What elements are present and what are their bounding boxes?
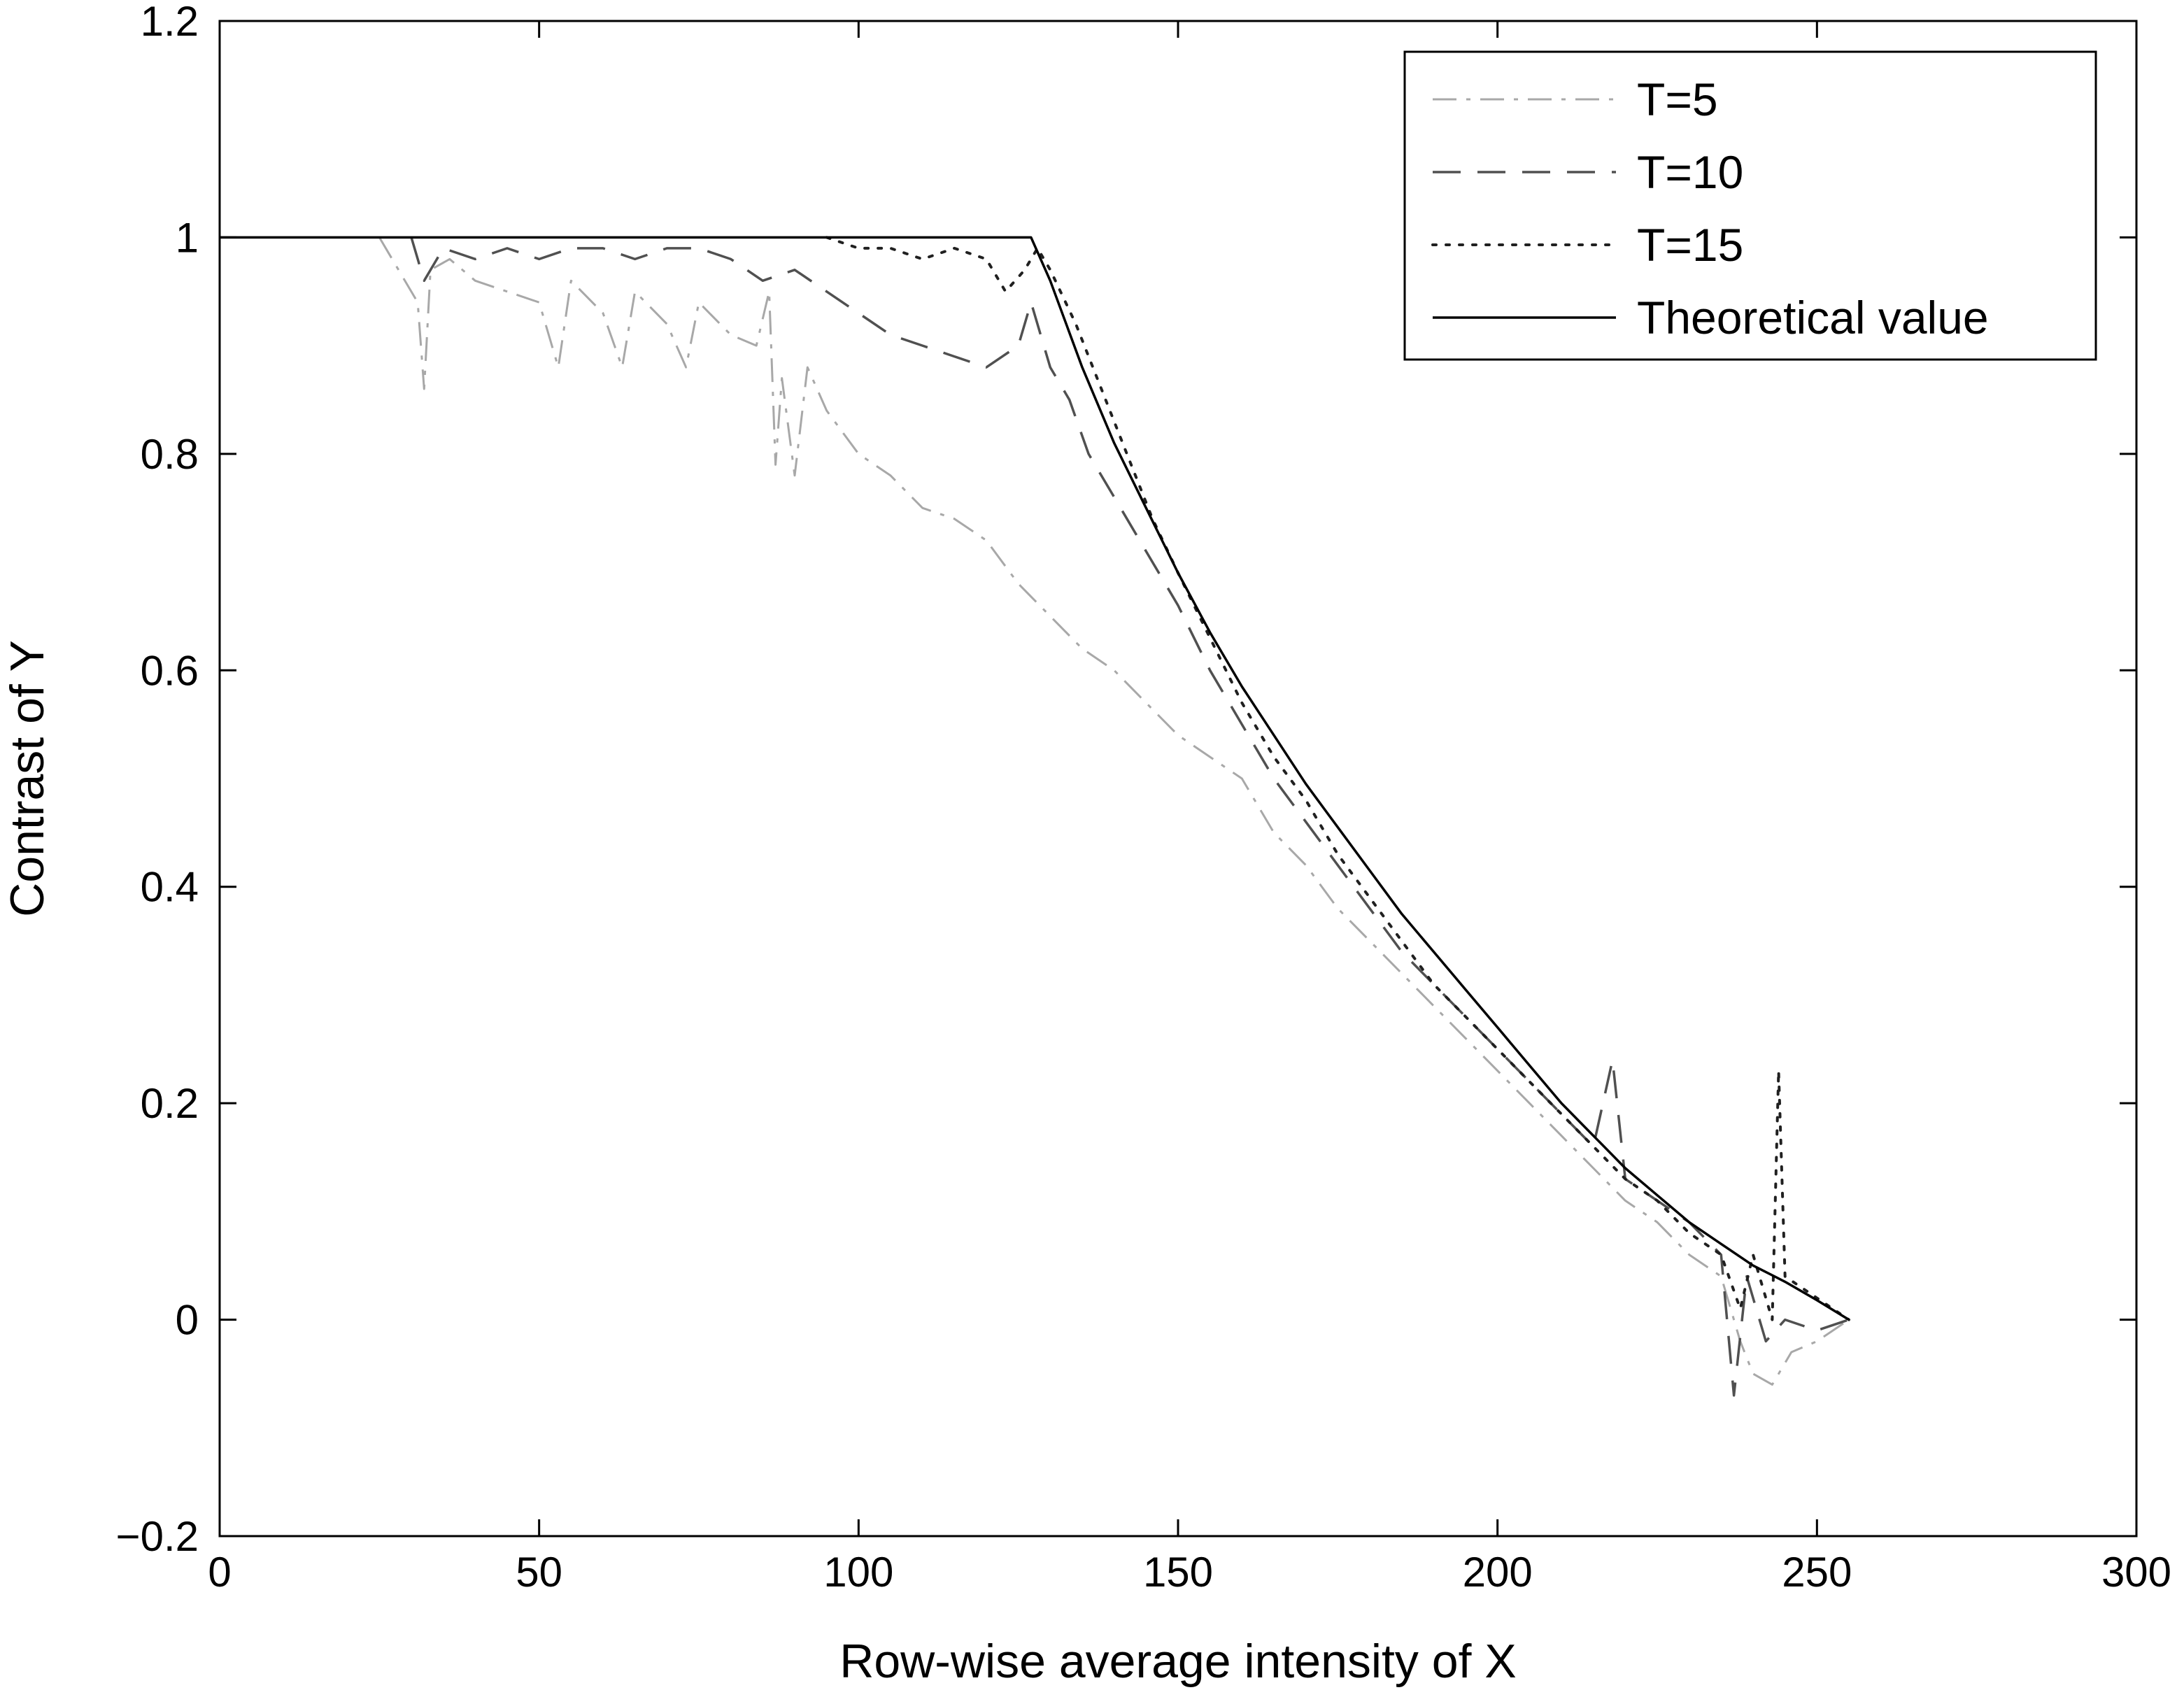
- legend-label-2: T=15: [1637, 219, 1743, 271]
- y-tick-label: 1: [176, 214, 199, 261]
- legend-label-3: Theoretical value: [1637, 292, 1989, 343]
- series-line-3: [220, 236, 1850, 1321]
- y-tick-label: 1.2: [141, 0, 199, 45]
- y-tick-label: −0.2: [116, 1513, 199, 1560]
- x-tick-label: 250: [1782, 1549, 1852, 1596]
- x-tick-label: 300: [2101, 1549, 2171, 1596]
- x-tick-label: 100: [823, 1549, 893, 1596]
- y-tick-label: 0: [176, 1297, 199, 1344]
- x-tick-label: 50: [516, 1549, 562, 1596]
- y-tick-label: 0.2: [141, 1080, 199, 1127]
- series-layer: [220, 236, 1850, 1397]
- axis-ticks: 0 50 100 150 200 250 300−0.200.20.40.60.811.2: [116, 0, 2172, 1596]
- series-line-0: [378, 236, 1850, 1386]
- y-tick-label: 0.8: [141, 431, 199, 478]
- x-tick-label: 0: [208, 1549, 231, 1596]
- legend-label-1: T=10: [1637, 146, 1743, 198]
- x-tick-label: 200: [1463, 1549, 1533, 1596]
- series-line-2: [825, 236, 1850, 1321]
- series-line-1: [410, 236, 1850, 1397]
- legend-items: T=5 T=10 T=15 Theoretical value: [1431, 73, 1989, 343]
- legend-label-0: T=5: [1637, 73, 1718, 125]
- x-axis-title: Row-wise average intensity of X: [839, 1635, 1517, 1688]
- x-tick-label: 150: [1143, 1549, 1213, 1596]
- legend: T=5 T=10 T=15 Theoretical value: [1403, 50, 2097, 361]
- y-tick-label: 0.6: [141, 647, 199, 694]
- y-axis-title: Contrast of Y: [1, 640, 54, 917]
- y-tick-label: 0.4: [141, 864, 199, 911]
- legend-box: [1403, 50, 2097, 361]
